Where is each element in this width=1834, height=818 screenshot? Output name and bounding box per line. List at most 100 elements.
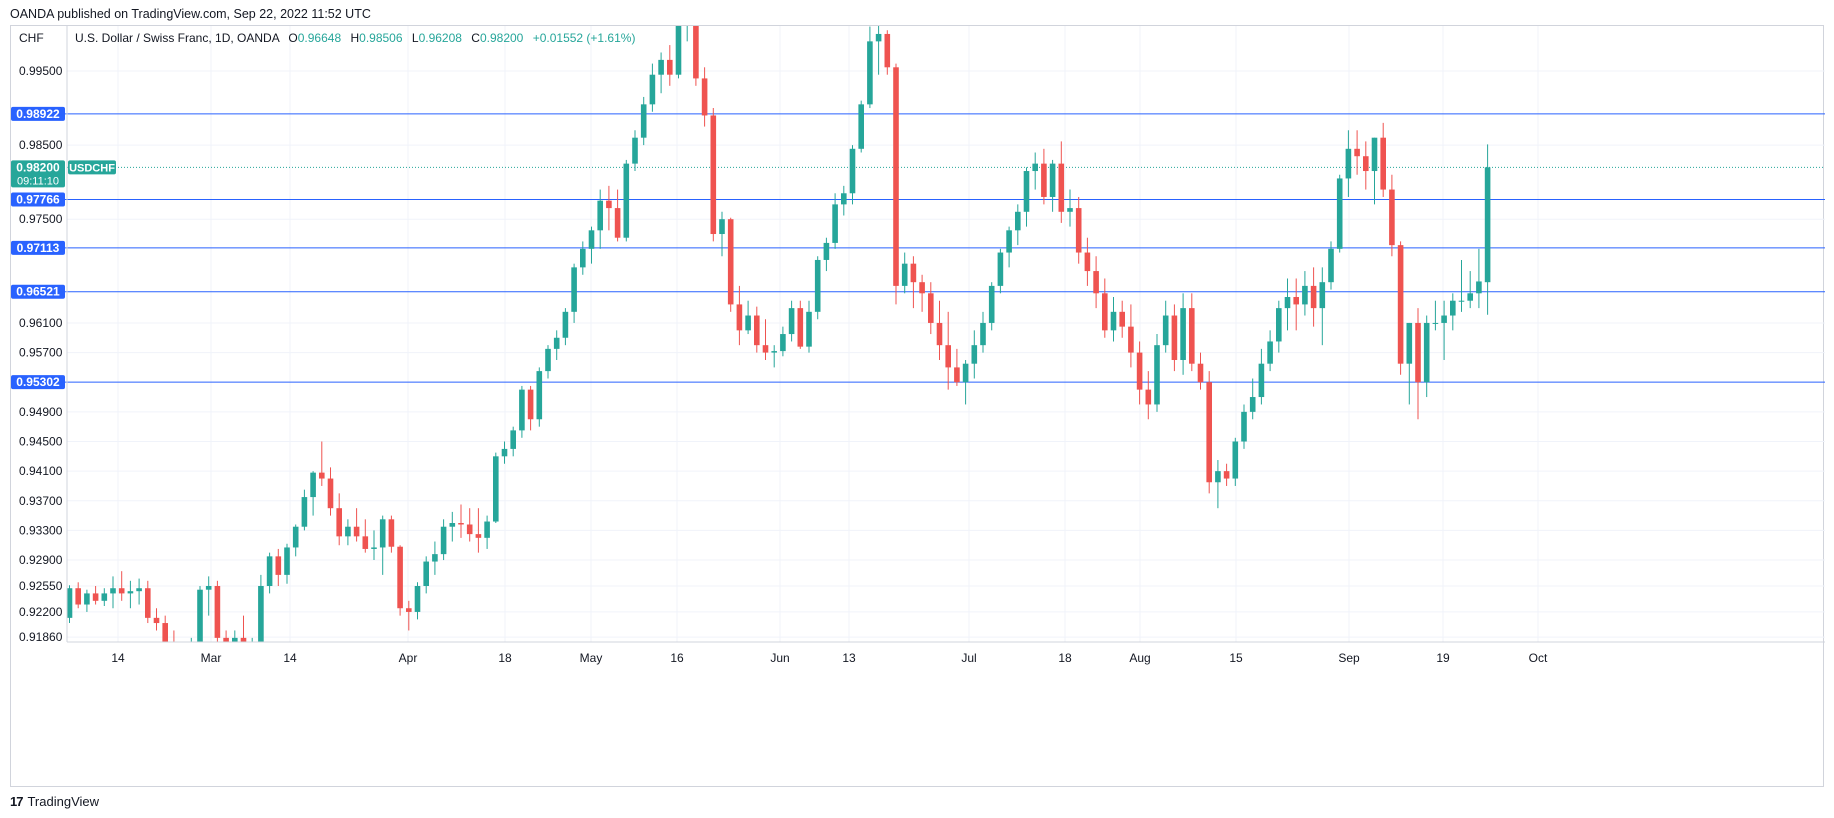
y-tick-label: 0.95700	[19, 346, 63, 360]
y-tick-label: 0.98500	[19, 138, 63, 152]
price-axis[interactable]: 0.99500 0.98500 0.97500 0.96100 0.95700 0.949…	[19, 26, 68, 644]
candle-body	[1049, 163, 1056, 197]
candle-body	[249, 641, 255, 642]
candle-body	[362, 536, 369, 549]
candle-body	[84, 593, 90, 605]
candle-body	[745, 315, 751, 331]
candle-body	[423, 561, 429, 586]
candle-body	[1075, 208, 1082, 253]
candle-body	[1302, 285, 1308, 305]
candle-body	[319, 472, 325, 479]
candle-body	[1276, 308, 1282, 342]
candle-body	[75, 588, 81, 605]
candle-body	[118, 588, 125, 594]
candle-body	[466, 524, 473, 535]
candle-body	[1041, 163, 1047, 197]
y-tick-label: 0.99500	[19, 64, 63, 78]
candle-body	[197, 589, 203, 642]
candle-body	[406, 608, 412, 612]
level-label: 0.98922	[16, 107, 60, 121]
x-tick-label: Oct	[1529, 651, 1548, 665]
candle-body	[901, 263, 908, 286]
candle-body	[1336, 178, 1343, 249]
candle-body	[562, 311, 569, 338]
candle-body	[1102, 293, 1108, 331]
legend: CHF U.S. Dollar / Swiss Franc, 1D, OANDA…	[19, 31, 635, 45]
x-tick-label: Aug	[1129, 651, 1150, 665]
candle-body	[1284, 297, 1291, 309]
candle-body	[980, 322, 986, 346]
candle-body	[1258, 363, 1265, 398]
x-tick-label: 16	[670, 651, 684, 665]
candle-body	[1206, 382, 1212, 483]
candle-body	[1458, 300, 1465, 302]
candle-body	[301, 497, 308, 527]
candle-body	[849, 148, 856, 194]
candle-body	[823, 242, 830, 260]
time-axis[interactable]: 14 Mar 14 Apr 18 May 16 Jun 13 Jul 18 Aug 15 Sep 19 Oct	[67, 641, 1825, 665]
candle-body	[553, 337, 560, 349]
candle-body	[484, 521, 490, 538]
candle-body	[223, 637, 229, 642]
candle-body	[1032, 163, 1038, 172]
x-tick-label: Sep	[1338, 651, 1360, 665]
candle-body	[1310, 285, 1317, 309]
candle-body	[571, 267, 577, 312]
candle-body	[1023, 171, 1030, 212]
candle-body	[997, 252, 1004, 286]
candle-body	[1119, 311, 1125, 327]
candle-body	[928, 293, 934, 323]
candle-body	[1476, 281, 1482, 294]
candle-body	[458, 523, 464, 525]
y-tick-label: 0.94500	[19, 435, 63, 449]
candle-body	[284, 547, 290, 575]
candle-body	[414, 585, 421, 612]
level-tag	[11, 106, 65, 121]
candle-body	[501, 448, 508, 457]
candle-body	[875, 33, 882, 42]
footer-brand[interactable]: TradingView	[27, 794, 100, 809]
candle-body	[727, 219, 734, 305]
y-tick-label: 0.93700	[19, 494, 63, 508]
candle-body	[771, 351, 777, 353]
high-value: 0.98506	[359, 31, 403, 45]
candle-body	[693, 26, 699, 79]
candle-body	[336, 508, 342, 537]
candle-body	[1197, 363, 1204, 383]
candle-body	[1467, 293, 1473, 301]
candle-body	[719, 219, 725, 235]
y-tick-label: 0.94900	[19, 405, 63, 419]
candle-body	[240, 637, 247, 642]
candle-body	[1232, 441, 1239, 479]
current-price-tag	[11, 160, 65, 188]
candle-body	[667, 59, 673, 75]
candle-body	[962, 363, 969, 383]
candle-body	[127, 591, 134, 594]
candlestick-chart[interactable]: 0.99500 0.98500 0.97500 0.96100 0.95700 0.949…	[11, 26, 1825, 788]
candle-body	[971, 345, 978, 364]
candle-body	[327, 478, 334, 509]
candle-body	[858, 104, 864, 149]
candles	[67, 26, 1491, 642]
x-tick-label: 19	[1436, 651, 1450, 665]
x-tick-label: Mar	[201, 651, 222, 665]
symbol-title: U.S. Dollar / Swiss Franc, 1D, OANDA	[75, 31, 280, 45]
candle-body	[1067, 208, 1073, 212]
candle-body	[353, 526, 360, 537]
candle-body	[832, 204, 838, 243]
y-tick-label: 0.92900	[19, 553, 63, 567]
candle-body	[536, 371, 543, 420]
candle-body	[1450, 300, 1456, 316]
candle-body	[606, 200, 612, 209]
candle-body	[162, 623, 168, 642]
candle-body	[1093, 271, 1099, 294]
footer: 17 TradingView	[10, 794, 99, 809]
candle-body	[1354, 148, 1360, 157]
candle-body	[675, 26, 682, 75]
candle-body	[1058, 163, 1065, 212]
x-tick-label: 14	[283, 651, 297, 665]
candle-body	[310, 472, 316, 498]
candle-body	[153, 617, 160, 624]
y-tick-label: 0.97500	[19, 212, 63, 226]
candle-body	[1128, 326, 1134, 353]
